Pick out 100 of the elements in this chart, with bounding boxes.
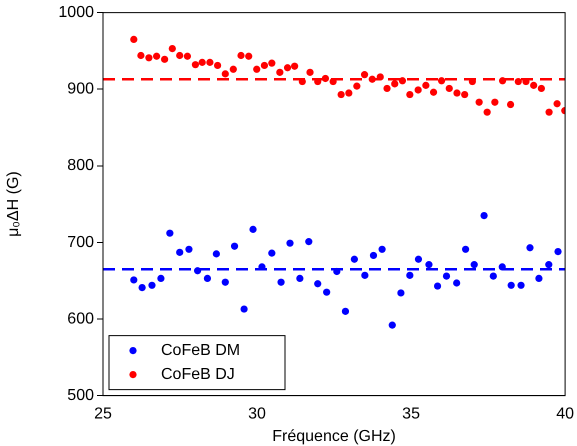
point xyxy=(438,77,446,84)
point xyxy=(383,84,391,92)
point xyxy=(277,278,285,286)
y-tick-label: 900 xyxy=(67,80,94,98)
legend-label: CoFeB DJ xyxy=(161,366,235,384)
point xyxy=(538,84,545,92)
y-tick-label: 1000 xyxy=(58,4,94,22)
point xyxy=(361,272,368,279)
y-tick-label: 700 xyxy=(67,234,94,251)
x-tick-label: 25 xyxy=(94,406,112,423)
point xyxy=(453,89,461,97)
point xyxy=(545,261,552,268)
point xyxy=(276,68,284,76)
point xyxy=(461,90,468,98)
x-tick-label: 40 xyxy=(556,406,574,423)
point xyxy=(291,62,298,70)
point xyxy=(491,98,498,106)
point xyxy=(130,36,138,44)
point xyxy=(342,308,350,315)
y-axis-title: μ₀ΔH (G) xyxy=(5,171,22,237)
point xyxy=(184,52,192,60)
point xyxy=(284,64,292,72)
point xyxy=(323,288,330,296)
point xyxy=(398,77,406,84)
point xyxy=(268,60,276,67)
y-tick-label: 600 xyxy=(67,310,94,328)
point xyxy=(535,274,543,282)
point xyxy=(198,58,206,66)
point xyxy=(353,82,360,90)
legend-label: CoFeB DM xyxy=(161,342,240,360)
point xyxy=(345,89,352,97)
point xyxy=(554,248,562,256)
point xyxy=(137,52,144,60)
point xyxy=(553,100,561,108)
point xyxy=(350,256,358,263)
x-tick-label: 35 xyxy=(402,406,420,423)
point xyxy=(484,108,491,116)
point xyxy=(222,70,229,78)
point xyxy=(306,68,314,76)
point xyxy=(214,62,222,70)
point xyxy=(442,272,450,280)
point xyxy=(206,58,214,66)
x-axis-title: Fréquence (GHz) xyxy=(272,428,396,445)
point xyxy=(368,76,376,83)
point xyxy=(330,78,337,86)
point xyxy=(480,212,488,220)
point xyxy=(286,240,294,247)
point xyxy=(490,272,497,280)
point xyxy=(378,246,386,253)
point xyxy=(391,80,398,88)
point xyxy=(305,238,312,246)
point xyxy=(333,268,340,276)
point xyxy=(185,246,193,253)
point xyxy=(230,66,237,73)
point xyxy=(157,274,165,282)
point xyxy=(530,82,538,89)
point xyxy=(360,71,368,78)
point xyxy=(145,54,152,62)
point xyxy=(406,90,414,98)
point xyxy=(245,52,252,60)
point xyxy=(314,280,322,288)
point xyxy=(517,282,525,289)
point xyxy=(462,246,470,253)
point xyxy=(338,90,345,98)
point xyxy=(166,230,174,237)
point xyxy=(296,274,304,282)
point xyxy=(153,52,160,60)
point xyxy=(526,244,534,252)
point xyxy=(370,252,378,260)
point xyxy=(414,86,422,94)
point xyxy=(414,256,422,263)
point xyxy=(422,82,430,89)
point xyxy=(161,56,168,63)
point xyxy=(322,74,330,82)
point xyxy=(453,279,460,287)
point xyxy=(212,250,220,258)
point xyxy=(138,284,146,292)
x-tick-label: 30 xyxy=(248,406,266,423)
point xyxy=(253,66,260,73)
point xyxy=(434,282,442,290)
point xyxy=(430,88,438,96)
point xyxy=(268,250,276,257)
point xyxy=(176,52,184,60)
point xyxy=(237,52,245,60)
point xyxy=(545,108,553,116)
point xyxy=(470,261,478,268)
point xyxy=(260,62,268,70)
point xyxy=(194,267,202,274)
point xyxy=(406,272,414,279)
point xyxy=(514,78,522,86)
point xyxy=(506,100,514,108)
point xyxy=(376,73,384,81)
point xyxy=(446,84,453,92)
point xyxy=(240,305,248,313)
point xyxy=(397,289,404,297)
point xyxy=(176,248,184,256)
y-tick-label: 500 xyxy=(67,387,94,404)
point xyxy=(148,282,156,289)
point xyxy=(388,322,396,329)
point xyxy=(204,274,212,282)
